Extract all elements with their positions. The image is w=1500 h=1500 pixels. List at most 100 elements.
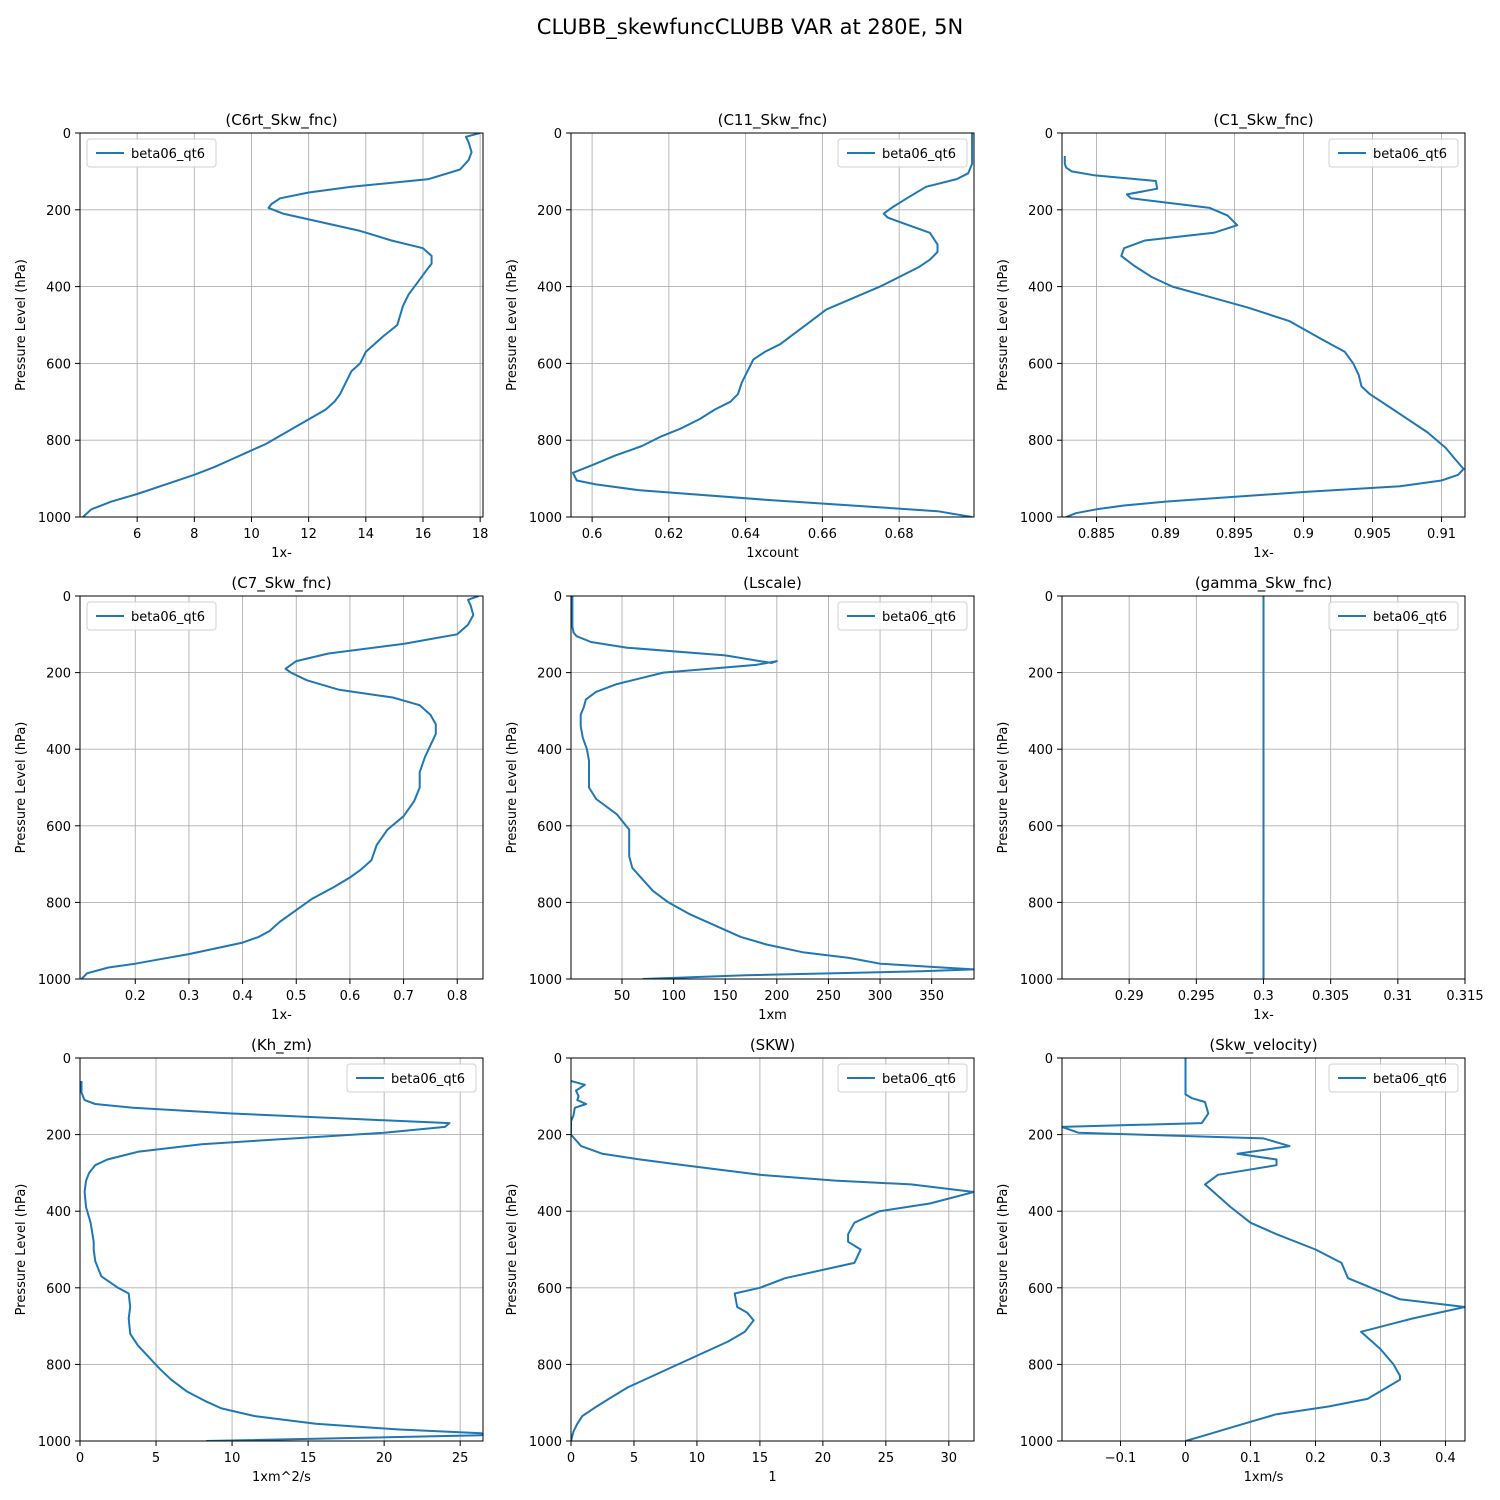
y-tick-label: 1000	[1020, 1435, 1053, 1450]
x-tick-label: 250	[816, 989, 841, 1004]
x-tick-label: 15	[752, 1451, 769, 1466]
panel-title: (C7_Skw_fnc)	[231, 574, 331, 593]
legend-box	[837, 138, 968, 168]
y-tick-label: 200	[1028, 204, 1053, 219]
plot-frame	[570, 132, 975, 518]
series-line	[571, 133, 974, 517]
x-tick-label: 0	[567, 1451, 575, 1466]
legend-label: beta06_qt6	[882, 610, 956, 625]
x-tick-label: 0.31	[1383, 989, 1412, 1004]
panel-title: (C6rt_Skw_fnc)	[225, 111, 337, 130]
y-tick-label: 200	[537, 667, 562, 682]
y-axis-label: Pressure Level (hPa)	[996, 722, 1011, 854]
x-tick-label: 12	[300, 527, 317, 542]
x-axis-label: 1xm/s	[1244, 1470, 1284, 1485]
legend: beta06_qt6	[837, 601, 968, 631]
legend: beta06_qt6	[837, 1063, 968, 1093]
x-tick-label: 0.6	[340, 989, 361, 1004]
x-tick-label: 200	[764, 989, 789, 1004]
y-tick-label: 400	[537, 281, 562, 296]
x-tick-label: 15	[300, 1451, 317, 1466]
x-tick-label: 0.68	[885, 527, 914, 542]
x-tick-label: 20	[376, 1451, 393, 1466]
plot-frame	[79, 595, 484, 980]
legend-box	[86, 601, 217, 631]
x-tick-label: 0.1	[1240, 1451, 1261, 1466]
y-tick-label: 800	[537, 896, 562, 911]
y-axis-label: Pressure Level (hPa)	[14, 259, 29, 391]
y-tick-label: 0	[554, 1052, 562, 1067]
plot-frame	[79, 132, 484, 518]
x-tick-label: 30	[941, 1451, 958, 1466]
y-tick-label: 600	[537, 1282, 562, 1297]
x-tick-label: 0.6	[582, 527, 603, 542]
y-tick-label: 1000	[38, 1435, 71, 1450]
y-tick-label: 800	[1028, 434, 1053, 449]
y-tick-label: 600	[537, 357, 562, 372]
x-tick-label: 25	[452, 1451, 469, 1466]
legend-label: beta06_qt6	[131, 147, 205, 162]
plot-frame	[1061, 132, 1466, 518]
y-tick-label: 400	[1028, 743, 1053, 758]
y-axis-label: Pressure Level (hPa)	[505, 1184, 520, 1316]
y-tick-label: 0	[1045, 1052, 1053, 1067]
chart-panel-5: 50 100 150 200 250 300 350 0 200 400 600 800 1000 (Ls…	[505, 574, 975, 1023]
x-tick-label: 5	[152, 1451, 160, 1466]
x-tick-label: 0.9	[1293, 527, 1314, 542]
y-tick-label: 200	[46, 1129, 71, 1144]
x-tick-label: 20	[815, 1451, 832, 1466]
legend-label: beta06_qt6	[391, 1072, 465, 1087]
legend-box	[1328, 1063, 1459, 1093]
legend: beta06_qt6	[1328, 601, 1459, 631]
x-tick-label: 0.64	[731, 527, 760, 542]
chart-panel-6: 0.29 0.295 0.3 0.305 0.31 0.315 0 200 400 600 800 1…	[996, 574, 1484, 1023]
y-tick-label: 200	[46, 204, 71, 219]
y-axis-label: Pressure Level (hPa)	[14, 1184, 29, 1316]
x-axis-label: 1x-	[271, 1008, 292, 1023]
y-tick-label: 400	[537, 1205, 562, 1220]
x-tick-label: 6	[133, 527, 141, 542]
legend-label: beta06_qt6	[1373, 1072, 1447, 1087]
y-tick-label: 800	[46, 896, 71, 911]
plot-frame	[79, 1057, 484, 1442]
y-tick-label: 600	[46, 357, 71, 372]
y-tick-label: 0	[1045, 127, 1053, 142]
x-tick-label: 25	[878, 1451, 895, 1466]
x-tick-label: 0.3	[1253, 989, 1274, 1004]
legend-box	[1328, 601, 1459, 631]
y-tick-label: 400	[1028, 1205, 1053, 1220]
chart-panel-3: 0.885 0.89 0.895 0.9 0.905 0.91 0 200 400 600 800 1…	[996, 111, 1466, 561]
chart-panel-1: 6 8 10 12 14 16 18 0 200 400 600 800 1000 (C6rt_Skw_f…	[14, 111, 488, 561]
y-tick-label: 0	[554, 590, 562, 605]
x-tick-label: 10	[689, 1451, 706, 1466]
panel-title: (gamma_Skw_fnc)	[1195, 574, 1332, 593]
x-tick-label: 0.895	[1216, 527, 1253, 542]
legend-box	[86, 138, 217, 168]
x-tick-label: 14	[358, 527, 375, 542]
y-tick-label: 800	[537, 1358, 562, 1373]
y-tick-label: 0	[63, 127, 71, 142]
series-line	[82, 133, 481, 517]
x-tick-label: 150	[713, 989, 738, 1004]
legend: beta06_qt6	[1328, 138, 1459, 168]
chart-panel-2: 0.6 0.62 0.64 0.66 0.68 0 200 400 600 800 1000 (C11…	[505, 111, 975, 561]
y-axis-label: Pressure Level (hPa)	[505, 259, 520, 391]
legend: beta06_qt6	[86, 601, 217, 631]
series-line	[80, 596, 480, 979]
y-tick-label: 200	[46, 667, 71, 682]
y-tick-label: 0	[63, 590, 71, 605]
y-tick-label: 400	[46, 281, 71, 296]
x-tick-label: 0.3	[179, 989, 200, 1004]
legend: beta06_qt6	[1328, 1063, 1459, 1093]
x-tick-label: 8	[190, 527, 198, 542]
y-tick-label: 0	[63, 1052, 71, 1067]
panel-title: (SKW)	[750, 1036, 795, 1054]
series-line	[1063, 156, 1465, 517]
x-axis-label: 1	[768, 1470, 776, 1485]
y-tick-label: 400	[537, 743, 562, 758]
x-axis-label: 1x-	[271, 546, 292, 561]
y-tick-label: 200	[1028, 1129, 1053, 1144]
legend-box	[837, 1063, 968, 1093]
y-tick-label: 200	[1028, 667, 1053, 682]
